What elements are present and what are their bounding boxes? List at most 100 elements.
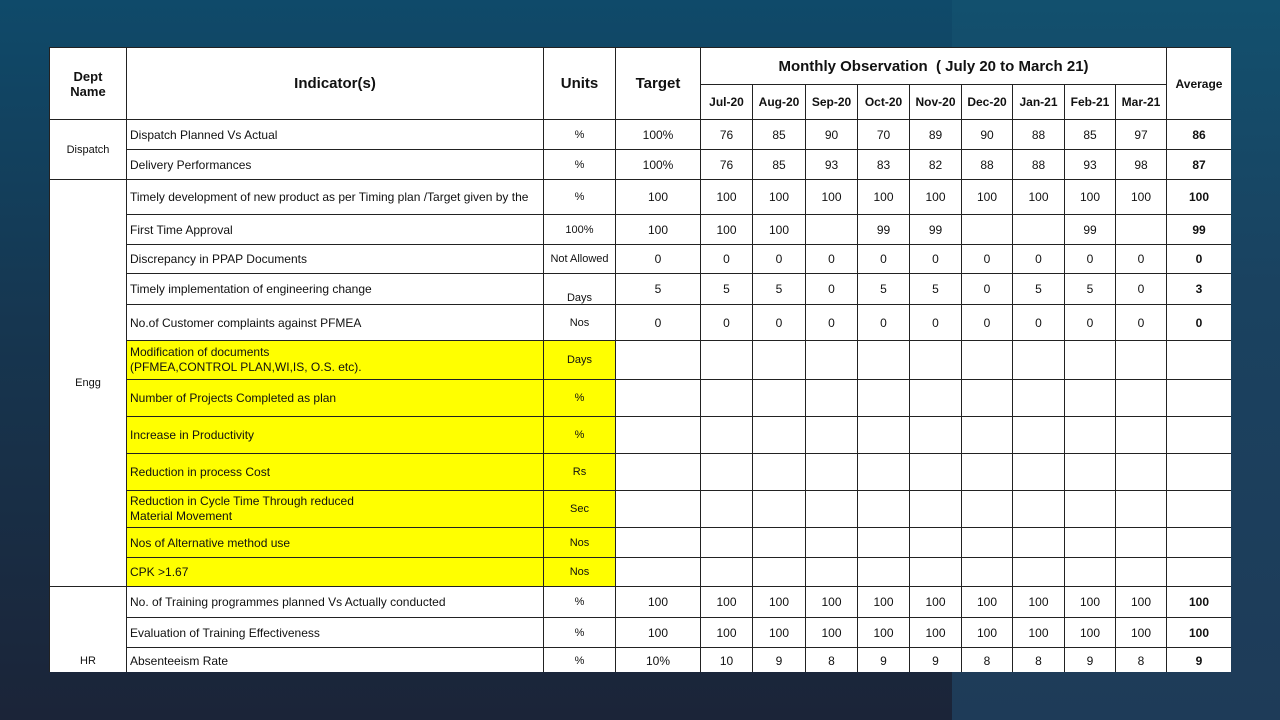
month-value-cell: 0 bbox=[752, 304, 806, 341]
month-value-cell: 93 bbox=[1064, 149, 1116, 180]
month-value-cell: 100 bbox=[1012, 586, 1065, 618]
target-cell bbox=[615, 557, 701, 587]
month-value-cell: 93 bbox=[805, 149, 858, 180]
table-row: Nos of Alternative method use Nos bbox=[50, 527, 1231, 558]
month-value-cell: 0 bbox=[1114, 273, 1168, 305]
month-value-cell bbox=[1012, 340, 1065, 380]
month-value-cell bbox=[805, 379, 858, 417]
units-cell: Nos bbox=[543, 527, 616, 558]
month-value-cell bbox=[1114, 340, 1168, 380]
month-value-cell: 100 bbox=[805, 586, 858, 618]
table-row: Discrepancy in PPAP Documents Not Allowed… bbox=[50, 244, 1231, 274]
month-value-cell: 0 bbox=[909, 244, 962, 274]
month-value-cell bbox=[857, 379, 910, 417]
indicator-cell: Dispatch Planned Vs Actual bbox=[126, 119, 544, 150]
table-row: Reduction in Cycle Time Through reduced … bbox=[50, 490, 1231, 528]
month-value-cell bbox=[700, 379, 753, 417]
average-cell bbox=[1166, 490, 1231, 528]
month-value-cell bbox=[857, 453, 910, 491]
month-value-cell bbox=[752, 379, 806, 417]
units-cell: Rs bbox=[543, 453, 616, 491]
month-value-cell bbox=[805, 557, 858, 587]
header-average: Average bbox=[1166, 47, 1231, 120]
month-value-cell bbox=[1064, 453, 1116, 491]
target-cell: 0 bbox=[615, 304, 701, 341]
month-value-cell: 0 bbox=[857, 304, 910, 341]
month-value-cell bbox=[857, 416, 910, 454]
month-value-cell: 0 bbox=[857, 244, 910, 274]
month-value-cell: 100 bbox=[857, 617, 910, 648]
month-value-cell: 10 bbox=[700, 647, 753, 672]
month-value-cell bbox=[700, 416, 753, 454]
month-value-cell bbox=[1012, 453, 1065, 491]
month-value-cell bbox=[752, 490, 806, 528]
table-row: Number of Projects Completed as plan% bbox=[50, 379, 1231, 417]
month-value-cell bbox=[961, 490, 1013, 528]
month-value-cell: 0 bbox=[961, 273, 1013, 305]
target-cell: 5 bbox=[615, 273, 701, 305]
header-month: Feb-21 bbox=[1064, 84, 1116, 120]
dept-name-engg: Engg bbox=[49, 179, 127, 587]
header-target: Target bbox=[615, 47, 701, 120]
month-value-cell bbox=[805, 490, 858, 528]
month-value-cell: 0 bbox=[961, 244, 1013, 274]
month-value-cell bbox=[1114, 379, 1168, 417]
month-value-cell: 100 bbox=[700, 586, 753, 618]
month-value-cell: 90 bbox=[961, 119, 1013, 150]
month-value-cell: 100 bbox=[1012, 617, 1065, 648]
month-value-cell: 0 bbox=[805, 304, 858, 341]
units-cell: Nos bbox=[543, 557, 616, 587]
header-indicators: Indicator(s) bbox=[126, 47, 544, 120]
month-value-cell bbox=[961, 557, 1013, 587]
month-value-cell bbox=[1012, 490, 1065, 528]
indicator-cell: Number of Projects Completed as plan bbox=[126, 379, 544, 417]
target-cell: 100% bbox=[615, 119, 701, 150]
units-cell: Not Allowed bbox=[543, 244, 616, 274]
month-value-cell bbox=[909, 416, 962, 454]
table-row: Evaluation of Training Effectiveness% 100… bbox=[50, 617, 1231, 648]
month-value-cell: 5 bbox=[752, 273, 806, 305]
indicator-cell: Delivery Performances bbox=[126, 149, 544, 180]
target-cell bbox=[615, 340, 701, 380]
header-month: Oct-20 bbox=[857, 84, 910, 120]
month-value-cell: 100 bbox=[1064, 179, 1116, 215]
target-cell: 100 bbox=[615, 214, 701, 245]
month-value-cell: 100 bbox=[1012, 179, 1065, 215]
month-value-cell bbox=[1114, 416, 1168, 454]
month-value-cell bbox=[961, 214, 1013, 245]
indicator-cell: Timely development of new product as per… bbox=[126, 179, 544, 215]
units-cell: % bbox=[543, 179, 616, 215]
month-value-cell bbox=[1114, 214, 1168, 245]
indicator-cell: Nos of Alternative method use bbox=[126, 527, 544, 558]
month-value-cell: 5 bbox=[909, 273, 962, 305]
table-row: Increase in Productivity% bbox=[50, 416, 1231, 454]
month-value-cell: 0 bbox=[700, 244, 753, 274]
month-value-cell: 99 bbox=[909, 214, 962, 245]
month-value-cell: 100 bbox=[805, 617, 858, 648]
indicator-cell: Absenteeism Rate bbox=[126, 647, 544, 672]
header-units: Units bbox=[543, 47, 616, 120]
table-row: Timely implementation of engineering cha… bbox=[50, 273, 1231, 305]
month-value-cell: 0 bbox=[700, 304, 753, 341]
month-value-cell: 89 bbox=[909, 119, 962, 150]
month-value-cell bbox=[805, 214, 858, 245]
month-value-cell: 99 bbox=[857, 214, 910, 245]
average-cell: 100 bbox=[1166, 617, 1231, 648]
units-cell: Nos bbox=[543, 304, 616, 341]
header-dept-name: Dept Name bbox=[49, 47, 127, 120]
month-value-cell: 100 bbox=[857, 179, 910, 215]
month-value-cell: 100 bbox=[961, 586, 1013, 618]
target-cell bbox=[615, 379, 701, 417]
month-value-cell bbox=[805, 527, 858, 558]
table-row: Delivery Performances% 100% 76 85 93 83 82 88 88… bbox=[50, 149, 1231, 180]
month-value-cell bbox=[961, 453, 1013, 491]
month-value-cell bbox=[805, 340, 858, 380]
month-value-cell: 100 bbox=[1064, 617, 1116, 648]
units-cell: 100% bbox=[543, 214, 616, 245]
month-value-cell bbox=[700, 490, 753, 528]
month-value-cell: 8 bbox=[805, 647, 858, 672]
month-value-cell bbox=[1064, 557, 1116, 587]
month-value-cell: 99 bbox=[1064, 214, 1116, 245]
month-value-cell bbox=[700, 557, 753, 587]
indicator-cell: No.of Customer complaints against PFMEA bbox=[126, 304, 544, 341]
